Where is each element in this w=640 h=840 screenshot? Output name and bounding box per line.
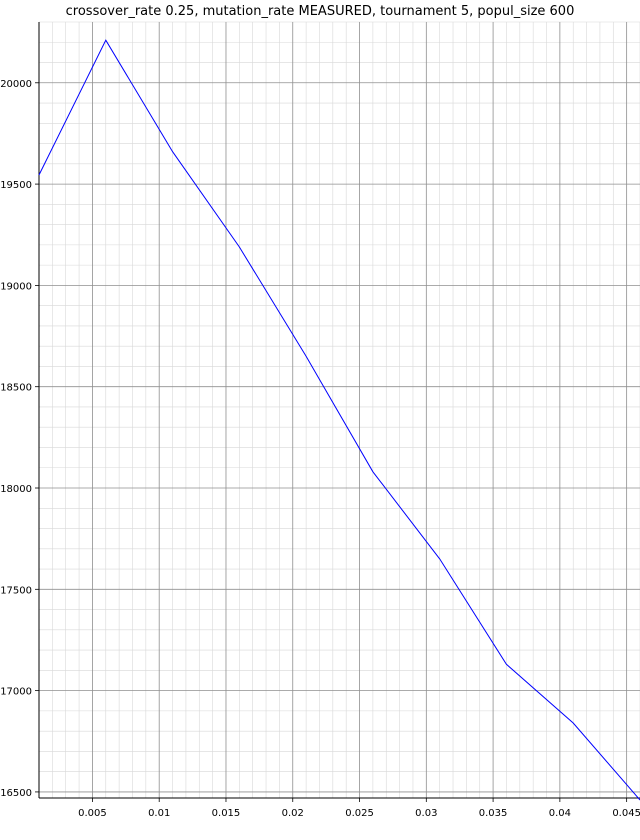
y-tick-label: 16500 [0, 788, 32, 799]
y-tick-label: 18500 [0, 383, 32, 394]
tick-labels: 0.005 0.01 0.015 0.02 0.025 0.03 0.035 0.04 0.04… [0, 79, 640, 819]
axes [35, 22, 640, 802]
x-tick-label: 0.025 [345, 808, 374, 819]
minor-gridlines [38, 21, 640, 798]
series-line [38, 39, 640, 801]
x-tick-label: 0.005 [78, 808, 107, 819]
major-gridlines [39, 22, 640, 798]
y-tick-label: 20000 [0, 79, 32, 90]
series-layer [38, 39, 640, 801]
y-tick-label: 18000 [0, 484, 32, 495]
x-tick-label: 0.02 [282, 808, 304, 819]
x-tick-label: 0.01 [148, 808, 170, 819]
y-tick-label: 17500 [0, 585, 32, 596]
y-tick-label: 19500 [0, 180, 32, 191]
y-tick-label: 17000 [0, 687, 32, 698]
x-tick-label: 0.015 [212, 808, 241, 819]
x-tick-label: 0.035 [479, 808, 508, 819]
y-tick-label: 19000 [0, 281, 32, 292]
x-tick-label: 0.04 [549, 808, 571, 819]
x-tick-label: 0.03 [415, 808, 437, 819]
chart-title: crossover_rate 0.25, mutation_rate MEASU… [66, 4, 575, 19]
x-tick-label: 0.045 [612, 808, 640, 819]
